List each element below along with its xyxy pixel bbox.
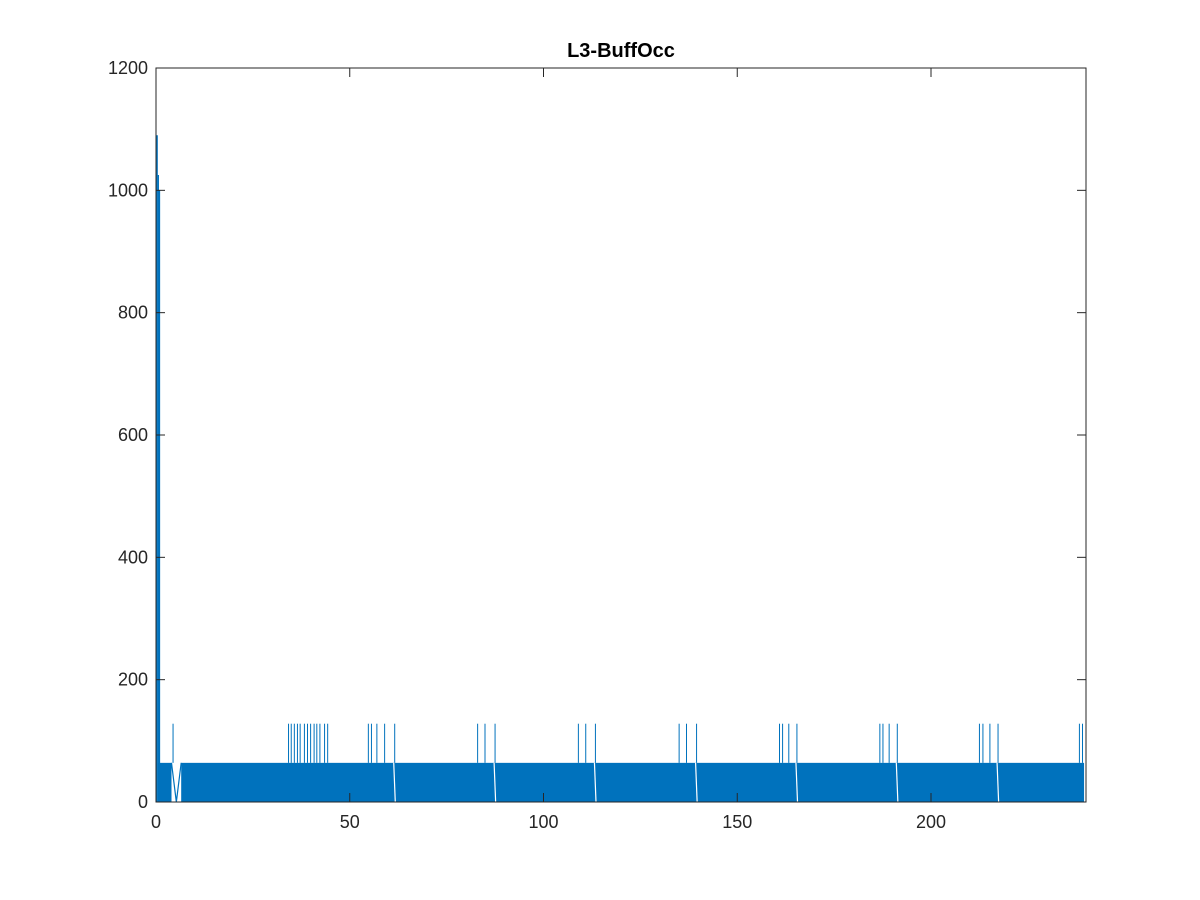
- series-band-segment-0: [157, 762, 172, 802]
- y-tick-label-1: 200: [118, 670, 148, 690]
- y-tick-label-0: 0: [138, 792, 148, 812]
- series-dip-4: [795, 762, 799, 803]
- x-tick-label-3: 150: [722, 812, 752, 832]
- series-dip-1: [493, 762, 497, 803]
- series-dip-0: [393, 762, 396, 803]
- y-tick-label-2: 400: [118, 547, 148, 567]
- series-dip-6: [996, 762, 1000, 803]
- y-tick-label-6: 1200: [108, 58, 148, 78]
- y-tick-label-5: 1000: [108, 180, 148, 200]
- plot-area: [156, 68, 1086, 802]
- x-tick-label-0: 0: [151, 812, 161, 832]
- series-layer: [156, 135, 1085, 803]
- series-band-segment-1: [181, 762, 1085, 802]
- y-tick-label-3: 600: [118, 425, 148, 445]
- x-tick-label-2: 100: [528, 812, 558, 832]
- series-dip-2: [593, 762, 597, 803]
- series-dip-5: [895, 762, 899, 803]
- y-tick-label-4: 800: [118, 303, 148, 323]
- x-tick-label-4: 200: [916, 812, 946, 832]
- chart-title: L3-BuffOcc: [567, 40, 675, 62]
- axes-layer: 0 50 100 150 200 0 200 400 600 800 1000 1200: [108, 58, 1087, 832]
- series-dip-3: [694, 762, 698, 803]
- x-tick-label-1: 50: [340, 812, 360, 832]
